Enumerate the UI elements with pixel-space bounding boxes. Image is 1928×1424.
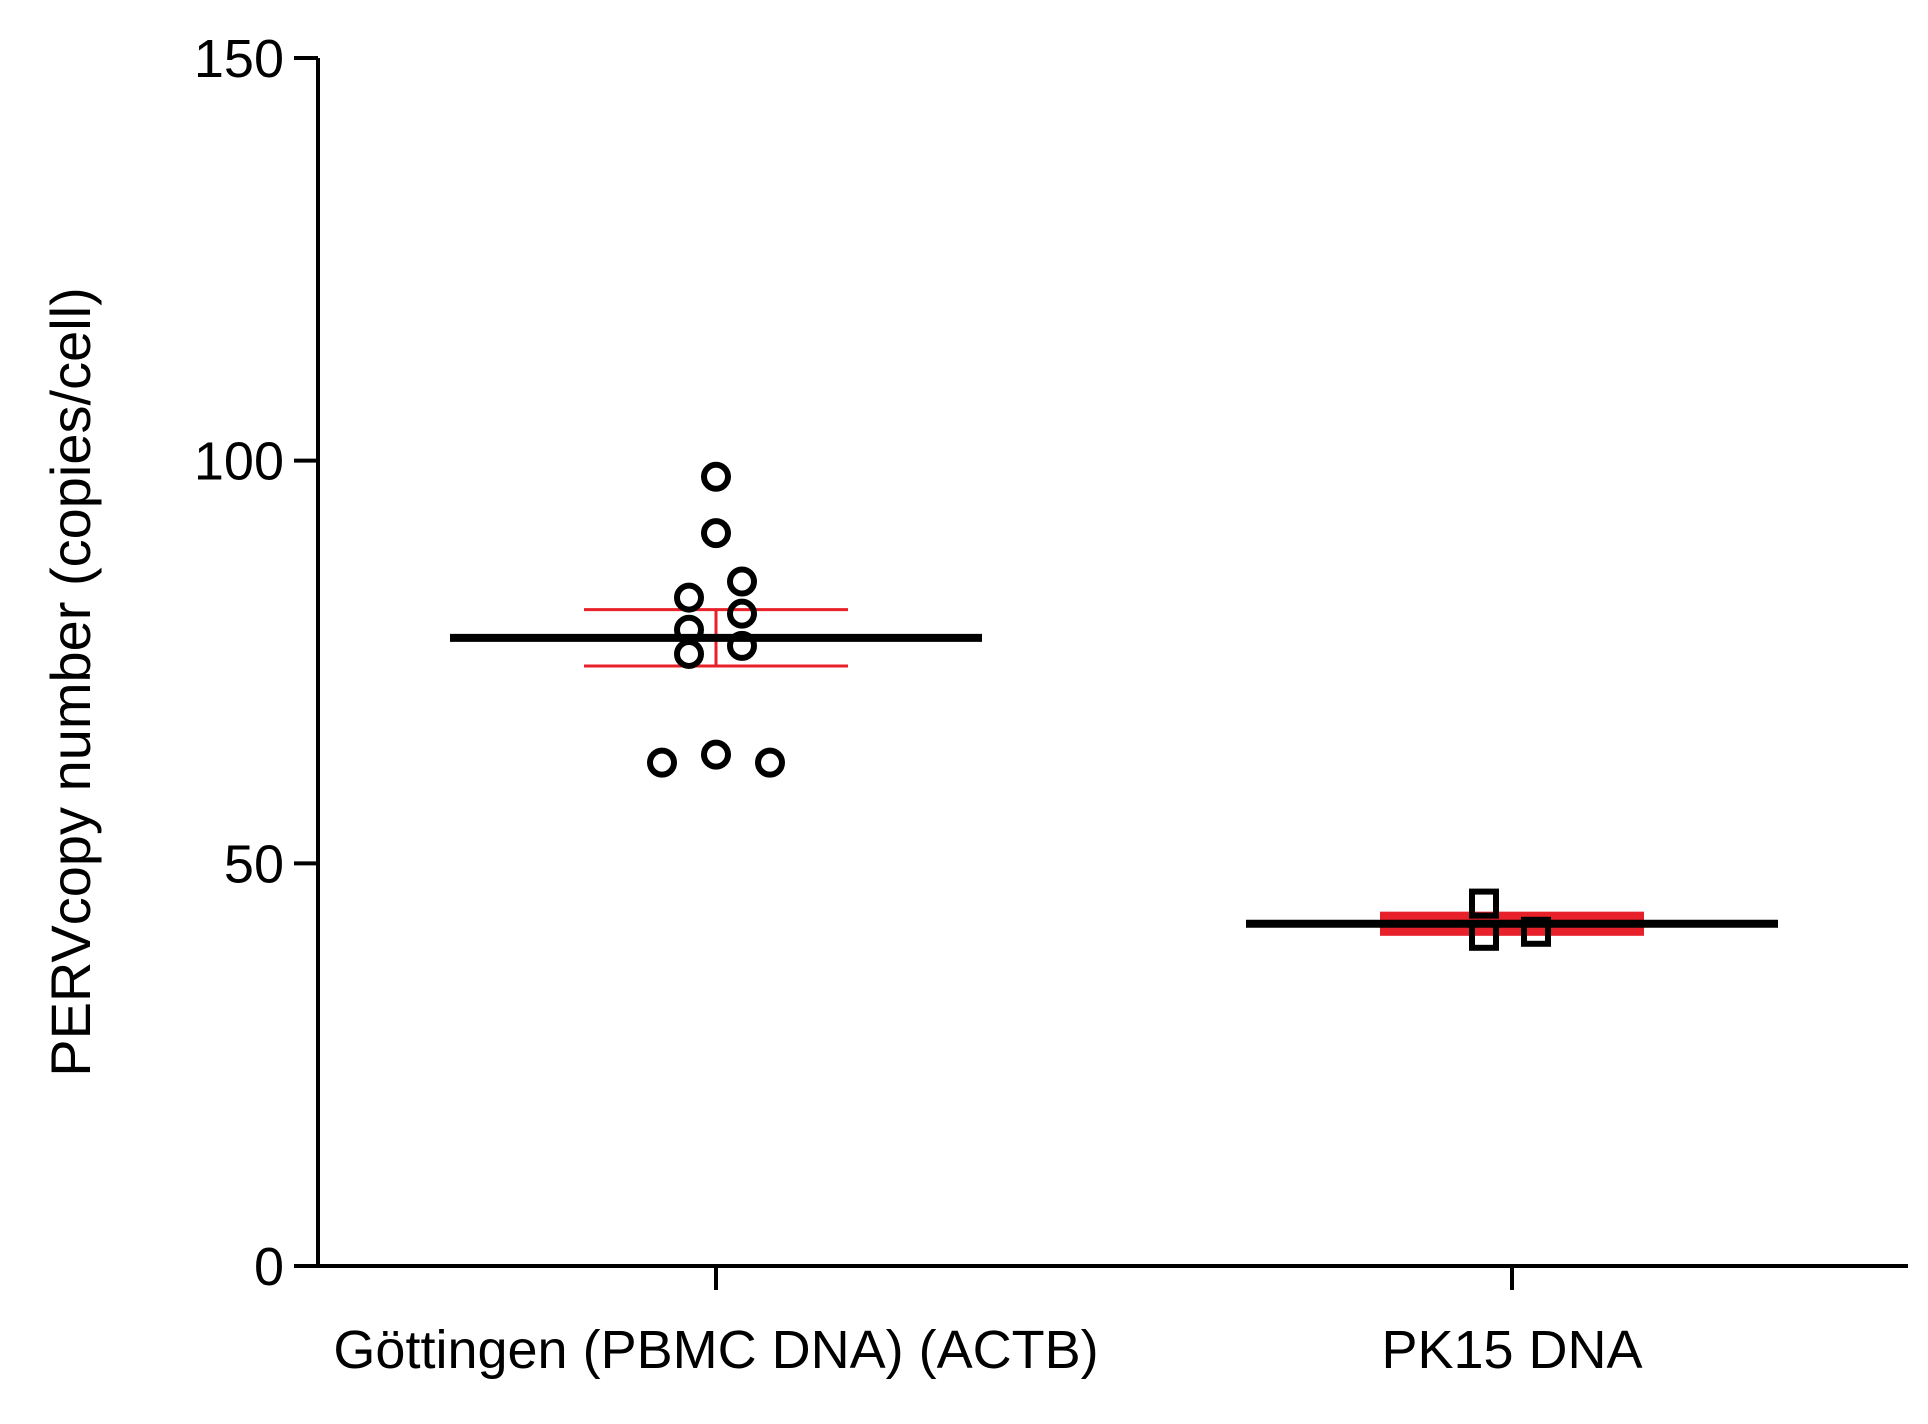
y-tick-label: 50 — [224, 834, 284, 894]
data-point — [701, 739, 731, 770]
data-point — [647, 747, 677, 778]
x-axis-ticks: Göttingen (PBMC DNA) (ACTB) PK15 DNA — [333, 1266, 1643, 1380]
data-point — [674, 638, 704, 669]
data-point — [755, 747, 785, 778]
mean-lines — [450, 633, 1778, 928]
data-point — [727, 598, 757, 629]
data-point — [674, 582, 704, 613]
data-point — [701, 461, 731, 492]
data-point — [727, 566, 757, 597]
y-axis-ticks: 0 50 100 150 — [194, 29, 318, 1297]
y-axis-title: PERVcopy number (copies/cell) — [39, 287, 102, 1077]
x-tick-label: Göttingen (PBMC DNA) (ACTB) — [333, 1320, 1098, 1380]
y-tick-label: 150 — [194, 29, 284, 89]
x-tick-label: PK15 DNA — [1381, 1320, 1642, 1380]
y-tick-label: 100 — [194, 432, 284, 492]
data-point — [701, 518, 731, 549]
data-points — [647, 461, 1551, 951]
axes — [316, 58, 1908, 1268]
data-point — [1469, 888, 1499, 919]
y-tick-label: 0 — [254, 1237, 284, 1297]
